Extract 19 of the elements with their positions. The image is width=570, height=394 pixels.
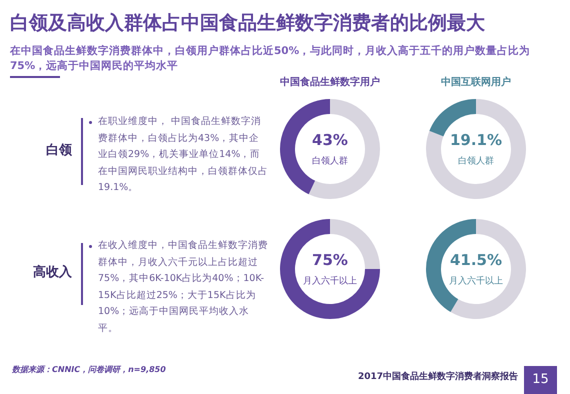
text: 15 (524, 366, 557, 394)
slice-label: 月入六千以上 (449, 275, 503, 286)
text: 2017中国食品生鲜数字消费者洞察报告 (358, 370, 518, 383)
text: 白领 (45, 142, 72, 159)
slice-label: 白领人群 (458, 155, 494, 166)
text: 在收入维度中，中国食品生鲜数字消费群体中，月收入六千元以上占比超过75%，其中6K-10K占比为40%；10K-15K占比超过25%；大于15K占比为10%；远高于中国网民平均收入水平。 (98, 239, 268, 336)
text: 在中国食品生鲜数字消费群体中，白领用户群体占比近50%，与此同时，月收入高于五千的用户数量占比为75%，远高于中国网民的平均水平 (10, 44, 532, 74)
data-label: 43% (312, 130, 348, 149)
text: 白领及高收入群体占中国食品生鲜数字消费者的比例最大 (10, 11, 485, 36)
data-label: 75% (312, 250, 348, 269)
data-label: 41.5% (450, 250, 502, 269)
source-note: 数据来源：CNNIC，问卷调研，n=9,850 (12, 364, 166, 375)
chart-title: 中国食品生鲜数字用户 (280, 77, 380, 88)
slice-label: 月入六千以上 (303, 275, 357, 286)
slice-label: 白领人群 (312, 155, 348, 166)
text: 在职业维度中， 中国食品生鲜数字消费群体中，白领占比为43%，其中企业白领29%，机关事业单位14%，而在中国网民职业结构中，白领群体仅占19.1%。 (98, 115, 268, 195)
data-label: 19.1% (450, 130, 502, 149)
text: 高收入 (32, 264, 72, 281)
chart-title: 中国互联网用户 (441, 77, 511, 88)
